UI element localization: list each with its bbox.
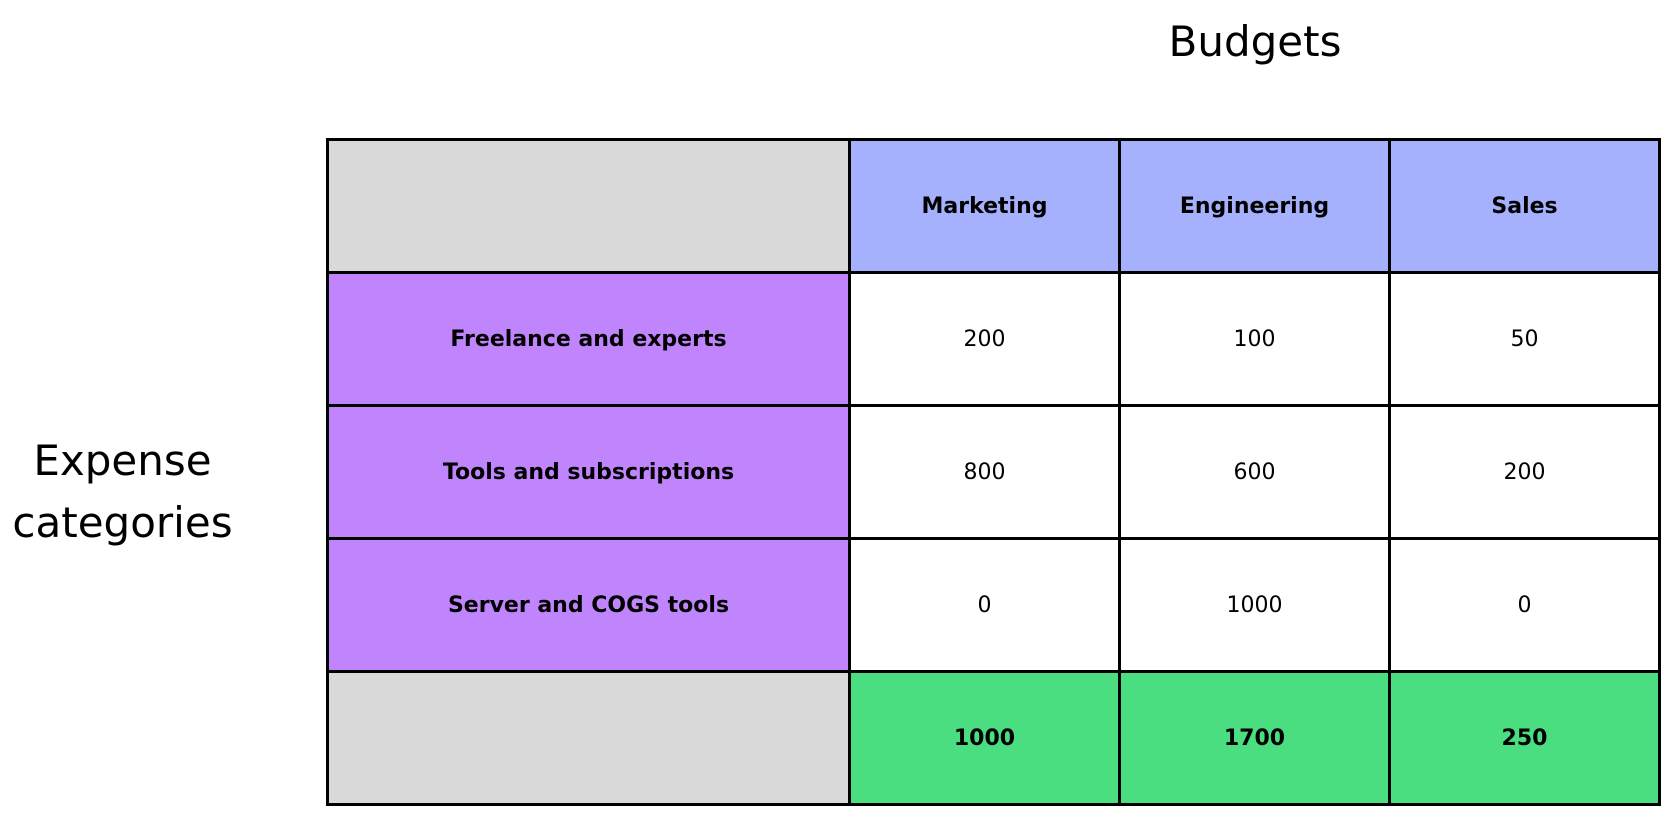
corner-cell-top bbox=[326, 138, 851, 274]
value-cell: 200 bbox=[1388, 404, 1661, 540]
value-cell: 0 bbox=[1388, 537, 1661, 673]
total-cell-sales: 250 bbox=[1388, 670, 1661, 806]
value-cell: 100 bbox=[1118, 271, 1391, 407]
header-row: Marketing Engineering Sales bbox=[326, 138, 1661, 274]
value-cell: 50 bbox=[1388, 271, 1661, 407]
row-header-server: Server and COGS tools bbox=[326, 537, 851, 673]
totals-row: 1000 1700 250 bbox=[326, 670, 1661, 806]
table-row: Tools and subscriptions 800 600 200 bbox=[326, 404, 1661, 540]
total-cell-marketing: 1000 bbox=[848, 670, 1121, 806]
column-header-sales: Sales bbox=[1388, 138, 1661, 274]
value-cell: 1000 bbox=[1118, 537, 1391, 673]
value-cell: 600 bbox=[1118, 404, 1391, 540]
table-row: Freelance and experts 200 100 50 bbox=[326, 271, 1661, 407]
column-header-engineering: Engineering bbox=[1118, 138, 1391, 274]
corner-cell-bottom bbox=[326, 670, 851, 806]
row-header-freelance: Freelance and experts bbox=[326, 271, 851, 407]
row-header-tools: Tools and subscriptions bbox=[326, 404, 851, 540]
value-cell: 0 bbox=[848, 537, 1121, 673]
column-header-marketing: Marketing bbox=[848, 138, 1121, 274]
budget-table: Marketing Engineering Sales Freelance an… bbox=[326, 138, 1661, 806]
value-cell: 800 bbox=[848, 404, 1121, 540]
table-row: Server and COGS tools 0 1000 0 bbox=[326, 537, 1661, 673]
budgets-heading: Budgets bbox=[1168, 17, 1342, 66]
total-cell-engineering: 1700 bbox=[1118, 670, 1391, 806]
value-cell: 200 bbox=[848, 271, 1121, 407]
expense-categories-heading: Expense categories bbox=[12, 436, 233, 547]
